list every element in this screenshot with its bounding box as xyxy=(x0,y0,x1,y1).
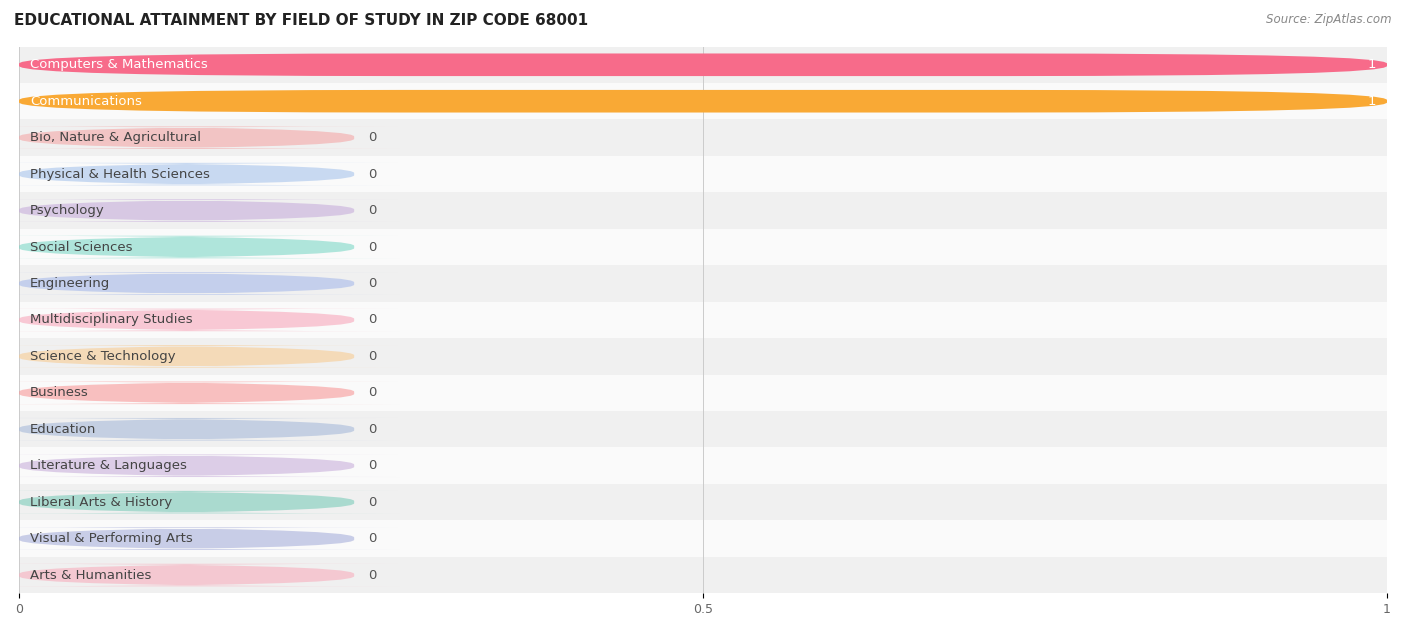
Text: 0: 0 xyxy=(368,131,377,144)
FancyBboxPatch shape xyxy=(0,163,401,186)
Bar xyxy=(20,484,1388,521)
FancyBboxPatch shape xyxy=(0,382,401,404)
Text: Science & Technology: Science & Technology xyxy=(30,350,176,363)
Text: 0: 0 xyxy=(368,350,377,363)
Text: Physical & Health Sciences: Physical & Health Sciences xyxy=(30,168,209,180)
Text: 0: 0 xyxy=(368,386,377,399)
Text: 0: 0 xyxy=(368,204,377,217)
Bar xyxy=(20,521,1388,557)
Text: 1: 1 xyxy=(1368,95,1376,108)
Text: 0: 0 xyxy=(368,240,377,254)
Text: Bio, Nature & Agricultural: Bio, Nature & Agricultural xyxy=(30,131,201,144)
Text: 0: 0 xyxy=(368,423,377,436)
Text: Multidisciplinary Studies: Multidisciplinary Studies xyxy=(30,314,193,326)
FancyBboxPatch shape xyxy=(0,563,401,586)
Text: 0: 0 xyxy=(368,277,377,290)
Text: Business: Business xyxy=(30,386,89,399)
Text: Psychology: Psychology xyxy=(30,204,104,217)
Bar xyxy=(20,47,1388,83)
Bar xyxy=(20,229,1388,265)
Bar xyxy=(20,302,1388,338)
Text: Computers & Mathematics: Computers & Mathematics xyxy=(30,58,208,71)
Bar xyxy=(20,265,1388,302)
Text: Education: Education xyxy=(30,423,97,436)
Text: EDUCATIONAL ATTAINMENT BY FIELD OF STUDY IN ZIP CODE 68001: EDUCATIONAL ATTAINMENT BY FIELD OF STUDY… xyxy=(14,13,588,28)
Text: Liberal Arts & History: Liberal Arts & History xyxy=(30,496,172,509)
Text: 0: 0 xyxy=(368,314,377,326)
Bar xyxy=(20,338,1388,375)
Text: Visual & Performing Arts: Visual & Performing Arts xyxy=(30,532,193,545)
Bar xyxy=(20,411,1388,447)
FancyBboxPatch shape xyxy=(20,54,1388,76)
FancyBboxPatch shape xyxy=(0,454,401,477)
Text: Communications: Communications xyxy=(30,95,142,108)
Bar xyxy=(20,192,1388,229)
Text: Engineering: Engineering xyxy=(30,277,110,290)
Bar xyxy=(20,156,1388,192)
Text: 0: 0 xyxy=(368,496,377,509)
Text: 0: 0 xyxy=(368,168,377,180)
FancyBboxPatch shape xyxy=(0,528,401,550)
Text: Social Sciences: Social Sciences xyxy=(30,240,132,254)
FancyBboxPatch shape xyxy=(0,236,401,258)
Bar xyxy=(20,447,1388,484)
Bar xyxy=(20,83,1388,119)
Bar xyxy=(20,119,1388,156)
FancyBboxPatch shape xyxy=(0,199,401,222)
FancyBboxPatch shape xyxy=(0,272,401,295)
FancyBboxPatch shape xyxy=(0,309,401,331)
Text: 0: 0 xyxy=(368,569,377,582)
FancyBboxPatch shape xyxy=(0,418,401,440)
FancyBboxPatch shape xyxy=(20,90,1388,112)
Bar xyxy=(20,557,1388,593)
Bar xyxy=(20,375,1388,411)
Text: Arts & Humanities: Arts & Humanities xyxy=(30,569,152,582)
Text: Source: ZipAtlas.com: Source: ZipAtlas.com xyxy=(1267,13,1392,26)
Text: 0: 0 xyxy=(368,532,377,545)
Text: 1: 1 xyxy=(1368,58,1376,71)
Text: 0: 0 xyxy=(368,459,377,472)
FancyBboxPatch shape xyxy=(0,491,401,514)
Text: Literature & Languages: Literature & Languages xyxy=(30,459,187,472)
FancyBboxPatch shape xyxy=(0,345,401,368)
FancyBboxPatch shape xyxy=(0,126,401,149)
